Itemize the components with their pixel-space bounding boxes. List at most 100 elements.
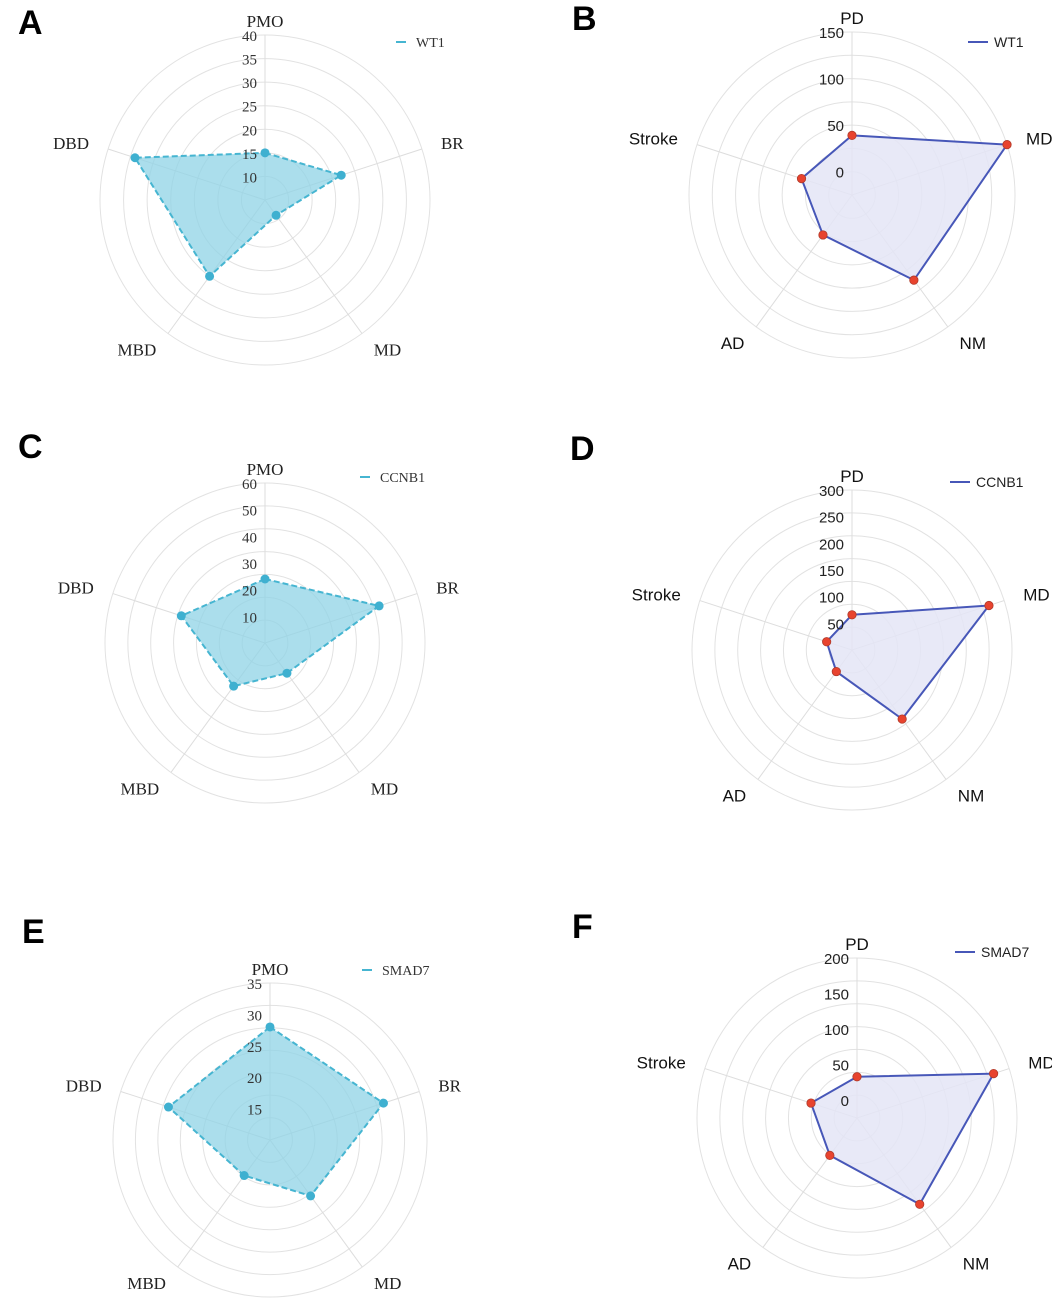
data-point-ad[interactable] [818,230,828,240]
axis-label-md: MD [374,1274,401,1293]
legend-wt1[interactable]: WT1 [968,34,1024,50]
tick-label: 40 [242,29,257,45]
data-point-pmo[interactable] [260,148,270,158]
panel-letter: F [572,908,593,946]
data-point-br[interactable] [378,1098,388,1108]
series-area-smad7 [809,1072,996,1206]
tick-label: 150 [819,563,844,580]
axis-label-ad: AD [721,334,745,353]
data-point-nm[interactable] [897,714,907,724]
axis-label-stroke: Stroke [632,585,681,604]
legend-label: WT1 [994,34,1024,50]
data-point-stroke[interactable] [822,637,832,647]
axis-label-pd: PD [845,935,869,954]
legend-wt1[interactable]: WT1 [396,36,445,51]
data-point-br[interactable] [336,170,346,180]
axis-label-nm: NM [960,334,986,353]
legend-ccnb1[interactable]: CCNB1 [360,471,425,486]
panel-letter: D [570,430,595,468]
data-point-dbd[interactable] [176,611,186,621]
axis-label-br: BR [438,1076,461,1095]
spoke-line [264,199,363,334]
legend-label: CCNB1 [976,474,1024,490]
data-point-ad[interactable] [825,1150,835,1160]
tick-label: 20 [242,584,257,600]
axis-label-br: BR [441,134,464,153]
axis-label-md: MD [371,780,398,799]
tick-label: 35 [247,977,262,993]
tick-label: 100 [819,590,844,607]
panel-letter: E [22,913,45,951]
axis-label-br: BR [436,578,459,597]
data-point-dbd[interactable] [130,153,140,163]
panel-letter: A [18,4,43,42]
data-point-ad[interactable] [831,666,841,677]
data-point-stroke[interactable] [796,173,807,184]
tick-label: 25 [247,1040,262,1056]
axis-label-nm: NM [963,1255,989,1274]
tick-label: 20 [242,123,257,139]
axis-label-ad: AD [723,787,747,806]
data-point-nm[interactable] [915,1199,925,1209]
data-point-pmo[interactable] [265,1022,275,1032]
data-point-md[interactable] [282,668,292,678]
data-point-pd[interactable] [847,610,857,620]
data-point-md[interactable] [989,1069,999,1079]
tick-label: 30 [247,1008,262,1024]
axis-label-nm: NM [958,787,984,806]
axis-label-md: MD [1023,585,1049,604]
legend-smad7[interactable]: SMAD7 [362,964,429,979]
axis-label-dbd: DBD [53,134,89,153]
tick-label: 30 [242,76,257,92]
axis-label-pmo: PMO [247,460,284,479]
axis-label-pd: PD [840,9,864,28]
tick-label: 0 [836,165,844,182]
tick-label: 150 [819,25,844,42]
tick-label: 10 [242,610,257,626]
tick-label: 300 [819,483,844,500]
legend-label: SMAD7 [981,944,1029,960]
data-point-pmo[interactable] [260,574,270,584]
tick-label: 10 [242,170,257,186]
legend-label: SMAD7 [382,964,429,979]
axis-label-stroke: Stroke [629,129,678,148]
legend-ccnb1[interactable]: CCNB1 [950,474,1024,490]
tick-label: 250 [819,510,844,527]
data-point-md[interactable] [306,1191,316,1201]
axis-label-ad: AD [728,1255,752,1274]
data-point-pd[interactable] [847,130,857,140]
data-point-pd[interactable] [852,1072,862,1082]
tick-label: 200 [819,536,844,553]
series-area-wt1 [133,151,344,278]
data-point-mbd[interactable] [205,271,215,281]
data-point-md[interactable] [271,210,281,220]
data-point-br[interactable] [374,601,384,611]
data-point-stroke[interactable] [806,1098,816,1108]
tick-label: 150 [824,987,849,1004]
legend-label: WT1 [416,36,445,51]
axis-label-pmo: PMO [247,12,284,31]
data-point-dbd[interactable] [163,1102,173,1112]
series-area-smad7 [166,1025,385,1198]
legend-smad7[interactable]: SMAD7 [955,944,1029,960]
tick-label: 20 [247,1071,262,1087]
data-point-md[interactable] [1002,140,1012,150]
data-point-mbd[interactable] [239,1171,249,1181]
axis-label-dbd: DBD [66,1076,102,1095]
legend-label: CCNB1 [380,471,425,486]
data-point-mbd[interactable] [229,681,239,691]
tick-label: 100 [824,1022,849,1039]
panel-letter: B [572,0,597,38]
tick-label: 50 [827,616,844,633]
data-point-md[interactable] [984,600,994,611]
tick-label: 40 [242,530,257,546]
data-point-nm[interactable] [909,275,919,285]
axis-label-pd: PD [840,467,864,486]
axis-label-dbd: DBD [58,578,94,597]
